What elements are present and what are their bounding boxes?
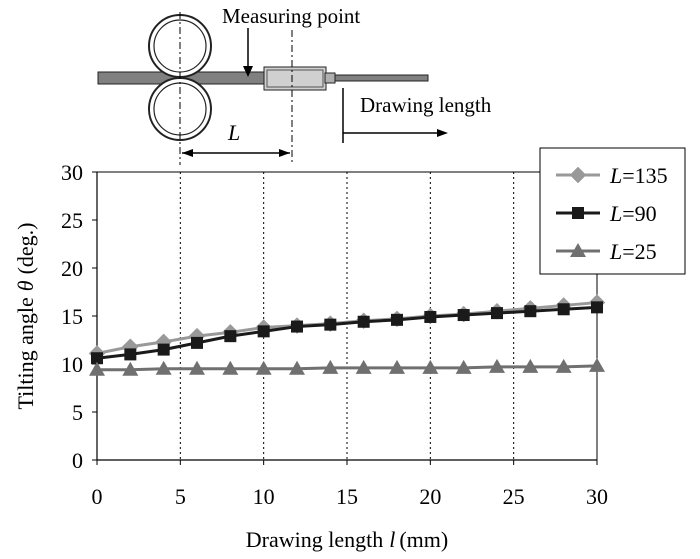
legend-item-L90: L=90 bbox=[556, 201, 657, 226]
point-L90-26 bbox=[524, 305, 537, 318]
legend-label-var: L bbox=[609, 201, 622, 226]
point-L25-26 bbox=[522, 358, 539, 373]
series bbox=[88, 294, 606, 376]
x-tick-label-10: 10 bbox=[253, 484, 275, 509]
point-L25-14 bbox=[322, 359, 339, 374]
point-L25-28 bbox=[555, 358, 572, 373]
point-L25-2 bbox=[122, 361, 139, 376]
point-L25-8 bbox=[222, 360, 239, 375]
point-L25-22 bbox=[455, 359, 472, 374]
point-L90-12 bbox=[291, 320, 303, 333]
y-tick-label-10: 10 bbox=[61, 352, 83, 377]
L-arrow-right bbox=[279, 149, 290, 157]
point-L25-20 bbox=[422, 359, 439, 374]
x-tick-label-0: 0 bbox=[92, 484, 103, 509]
point-L90-22 bbox=[457, 309, 470, 322]
point-L90-28 bbox=[557, 303, 570, 316]
legend-label-var: L bbox=[609, 239, 622, 264]
y-tick-label-0: 0 bbox=[72, 448, 83, 473]
legend-item-L135: L=135 bbox=[556, 163, 668, 188]
L-arrow-left bbox=[182, 149, 193, 157]
point-L90-0 bbox=[91, 352, 103, 365]
point-L25-0 bbox=[89, 361, 105, 376]
point-L25-12 bbox=[289, 360, 305, 375]
legend-marker-L25 bbox=[570, 243, 586, 257]
x-tick-label-30: 30 bbox=[586, 484, 608, 509]
point-L90-30 bbox=[591, 301, 603, 314]
drawing-length-arrow-head bbox=[437, 129, 448, 137]
point-L90-20 bbox=[424, 310, 437, 323]
legend-label-L90: L=90 bbox=[609, 201, 657, 226]
measuring-sleeve-inner bbox=[266, 69, 324, 88]
legend-label-value: =25 bbox=[622, 239, 656, 264]
point-L25-30 bbox=[589, 357, 605, 372]
point-L90-10 bbox=[257, 325, 270, 338]
point-L25-18 bbox=[389, 359, 405, 374]
y-axis-label-unit: (deg.) bbox=[13, 223, 38, 275]
rod-thin-section bbox=[334, 74, 429, 82]
x-tick-labels: 0 5 10 15 20 25 30 bbox=[92, 484, 609, 509]
rod-connector bbox=[324, 72, 336, 84]
point-L90-8 bbox=[224, 330, 237, 343]
y-axis-label-prefix: Tilting angle bbox=[13, 297, 38, 409]
point-L90-2 bbox=[124, 348, 137, 361]
y-tick-labels: 0 5 10 15 20 25 30 bbox=[61, 160, 83, 473]
y-tick-label-20: 20 bbox=[61, 256, 83, 281]
point-L25-4 bbox=[155, 360, 172, 375]
x-axis-label-prefix: Drawing length bbox=[246, 527, 383, 552]
point-L25-10 bbox=[255, 360, 272, 375]
legend-box bbox=[539, 147, 686, 275]
drawing-length-label: Drawing length bbox=[360, 93, 492, 117]
series-line-L25 bbox=[97, 364, 598, 372]
y-tick-label-30: 30 bbox=[61, 160, 83, 185]
point-L90-4 bbox=[157, 343, 170, 356]
x-tick-label-25: 25 bbox=[503, 484, 525, 509]
series-L90 bbox=[91, 301, 603, 365]
y-tick-label-25: 25 bbox=[61, 208, 83, 233]
point-L25-6 bbox=[189, 360, 205, 375]
measuring-arrow-head bbox=[243, 66, 253, 77]
point-L90-6 bbox=[191, 336, 203, 349]
legend-label-var: L bbox=[609, 163, 622, 188]
y-axis-label-var: θ bbox=[13, 280, 38, 291]
y-tick-label-15: 15 bbox=[61, 304, 83, 329]
L-label: L bbox=[227, 120, 240, 145]
measuring-point-label: Measuring point bbox=[222, 4, 360, 28]
legend-label-L25: L=25 bbox=[609, 239, 657, 264]
legend-marker-L90 bbox=[572, 207, 584, 219]
schematic: Measuring point Drawing length L bbox=[97, 4, 492, 165]
series-L25 bbox=[89, 357, 605, 376]
point-L90-16 bbox=[357, 315, 370, 328]
x-axis-label: Drawing length l (mm) bbox=[246, 527, 448, 552]
legend-label-value: =90 bbox=[622, 201, 656, 226]
point-L90-18 bbox=[391, 313, 403, 326]
point-L90-14 bbox=[324, 318, 337, 331]
point-L90-24 bbox=[491, 307, 503, 320]
x-tick-label-5: 5 bbox=[175, 484, 186, 509]
legend-marker-L135 bbox=[569, 166, 587, 184]
x-tick-label-20: 20 bbox=[419, 484, 441, 509]
x-axis-label-var: l bbox=[389, 527, 395, 552]
point-L25-24 bbox=[489, 358, 505, 373]
x-tick-label-15: 15 bbox=[336, 484, 358, 509]
legend-label-L135: L=135 bbox=[609, 163, 668, 188]
axes bbox=[92, 171, 598, 465]
chart: 0 5 10 15 20 25 30 0 5 10 15 20 25 30 Tilting angle θ… bbox=[13, 147, 686, 552]
y-axis-label: Tilting angle θ (deg.) bbox=[13, 223, 38, 410]
series-line-L90 bbox=[96, 305, 598, 360]
x-axis-label-unit: (mm) bbox=[399, 527, 448, 552]
point-L25-16 bbox=[355, 359, 372, 374]
y-tick-label-5: 5 bbox=[72, 400, 83, 425]
legend-label-value: =135 bbox=[622, 163, 667, 188]
legend-item-L25: L=25 bbox=[556, 239, 657, 264]
